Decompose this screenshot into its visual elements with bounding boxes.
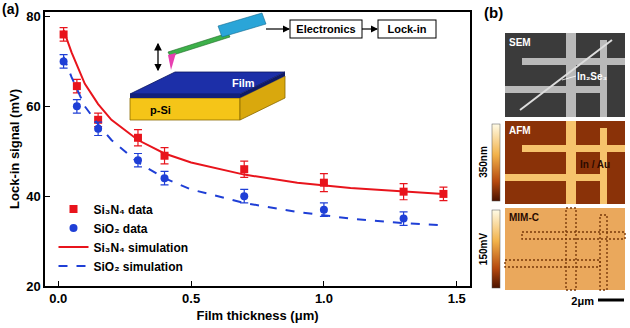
- svg-text:2μm: 2μm: [571, 295, 594, 307]
- svg-text:AFM: AFM: [509, 125, 531, 136]
- svg-text:Film: Film: [232, 77, 255, 89]
- svg-text:Si₃N₄ simulation: Si₃N₄ simulation: [94, 241, 189, 255]
- svg-text:Lock-in: Lock-in: [387, 23, 426, 35]
- svg-text:350nm: 350nm: [478, 146, 489, 178]
- svg-text:MIM-C: MIM-C: [509, 212, 539, 223]
- svg-text:SiO₂ simulation: SiO₂ simulation: [94, 260, 183, 274]
- svg-text:60: 60: [26, 99, 40, 114]
- svg-text:p-Si: p-Si: [150, 104, 171, 116]
- svg-text:SiO₂ data: SiO₂ data: [94, 222, 148, 236]
- svg-text:1.0: 1.0: [315, 291, 333, 306]
- svg-text:Electronics: Electronics: [296, 23, 355, 35]
- svg-text:SEM: SEM: [509, 37, 531, 48]
- svg-text:In₂Se₃: In₂Se₃: [577, 71, 608, 82]
- svg-text:80: 80: [26, 9, 40, 24]
- svg-text:(b): (b): [484, 4, 503, 21]
- svg-text:150mV: 150mV: [478, 233, 489, 266]
- svg-text:Si₃N₄ data: Si₃N₄ data: [94, 203, 154, 217]
- svg-text:0.0: 0.0: [49, 291, 67, 306]
- svg-text:Film thickness (μm): Film thickness (μm): [196, 308, 318, 323]
- svg-text:1.5: 1.5: [448, 291, 466, 306]
- svg-text:Lock-in signal (mV): Lock-in signal (mV): [7, 89, 22, 209]
- svg-text:0.5: 0.5: [182, 291, 200, 306]
- svg-text:(a): (a): [2, 1, 19, 17]
- svg-text:In / Au: In / Au: [580, 159, 610, 170]
- svg-text:20: 20: [26, 279, 40, 294]
- svg-text:40: 40: [26, 189, 40, 204]
